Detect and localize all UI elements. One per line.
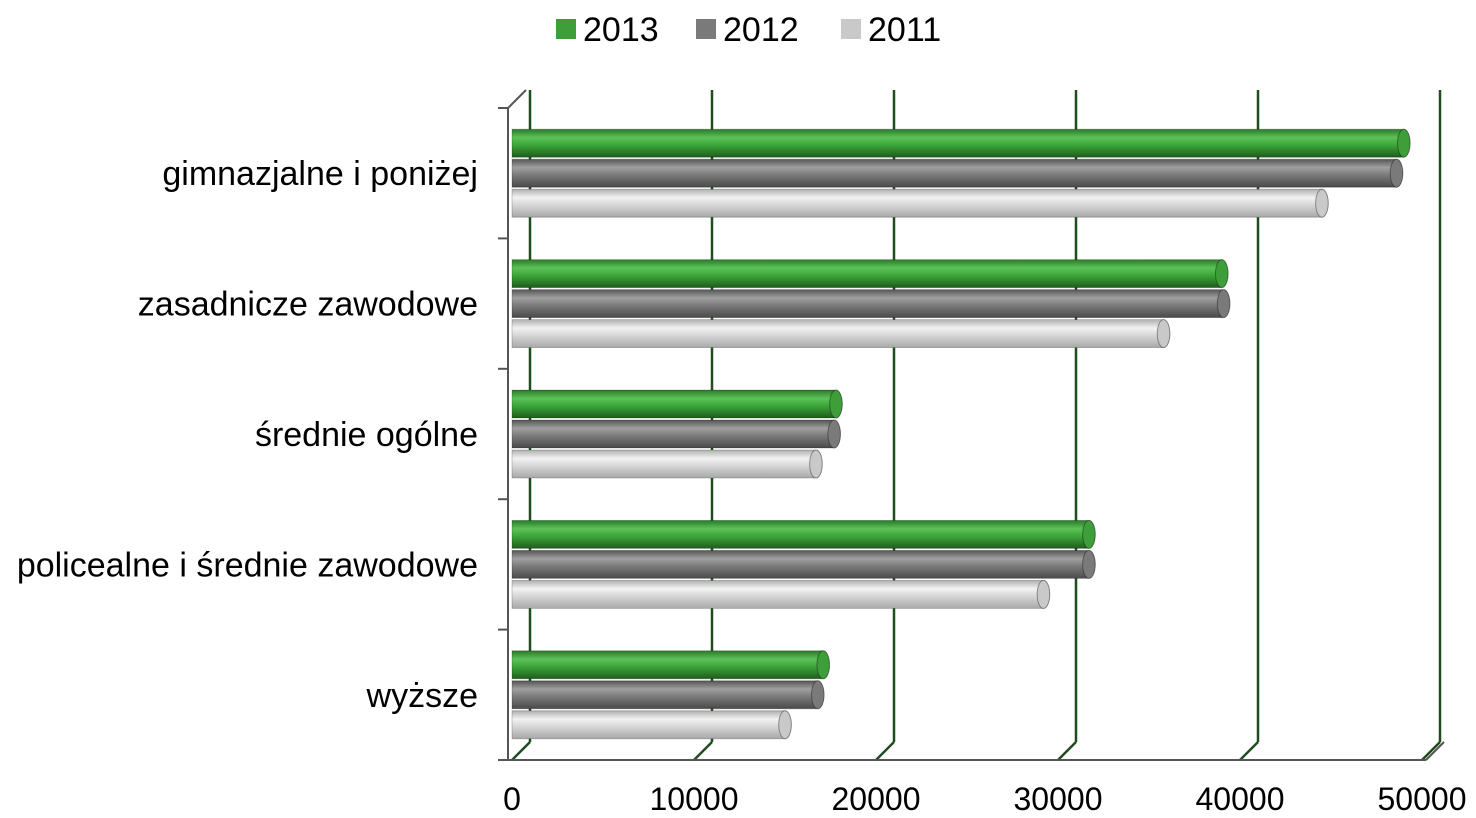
floor-line-40000 [1239,741,1259,761]
floor-line-0 [511,741,531,761]
category-label-srednie-ogolne: średnie ogólne [255,416,478,454]
bar-policealne-i-srednie-zawodowe-2012 [511,549,1096,579]
category-label-policealne-i-srednie-zawodowe: policealne i średnie zawodowe [17,546,478,584]
x-tick-labels: 0 10000 20000 30000 40000 50000 [503,781,1466,817]
bar-zasadnicze-zawodowe-2013 [511,259,1229,289]
bar-gimnazjalne-i-ponizej-2012 [511,158,1404,188]
category-labels: gimnazjalne i poniżej zasadnicze zawodowe… [17,155,478,715]
bar-gimnazjalne-i-ponizej-2011 [511,188,1329,218]
bar-gimnazjalne-i-ponizej-2013 [511,128,1411,158]
bar-zasadnicze-zawodowe-2012 [511,289,1231,319]
bar-wyzsze-2011 [511,710,792,740]
x-tick-label-0: 0 [503,781,521,817]
x-tick-label-10000: 10000 [650,781,739,817]
x-tick-label-20000: 20000 [832,781,921,817]
legend-swatch-2011 [841,19,861,39]
legend-label-2012: 2012 [723,11,799,49]
floor-line-20000 [875,741,895,761]
legend-swatch-2012 [696,19,716,39]
x-tick-label-40000: 40000 [1196,781,1285,817]
floor-line-50000 [1421,741,1441,761]
floor-line-30000 [1057,741,1077,761]
bars [511,128,1411,740]
floor-line-10000 [693,741,713,761]
bar-wyzsze-2013 [511,650,831,680]
legend-item-2012: 2012 [696,11,799,49]
bar-srednie-ogolne-2012 [511,419,841,449]
bar-wyzsze-2012 [511,680,825,710]
legend-item-2011: 2011 [841,11,941,49]
bar-zasadnicze-zawodowe-2011 [511,319,1171,349]
bar-srednie-ogolne-2011 [511,449,823,479]
x-axis-depth [1425,741,1445,761]
x-tick-label-30000: 30000 [1014,781,1103,817]
legend: 2013 2012 2011 [556,11,941,49]
category-label-zasadnicze-zawodowe: zasadnicze zawodowe [138,286,478,324]
category-label-gimnazjalne-i-ponizej: gimnazjalne i poniżej [162,155,478,193]
bar-policealne-i-srednie-zawodowe-2011 [511,579,1051,609]
legend-item-2013: 2013 [556,11,659,49]
y-axis-depth [507,89,527,109]
x-tick-label-50000: 50000 [1378,781,1467,817]
legend-label-2011: 2011 [868,11,941,49]
bar-policealne-i-srednie-zawodowe-2013 [511,519,1096,549]
axes [498,89,1445,761]
bar-srednie-ogolne-2013 [511,389,843,419]
legend-swatch-2013 [556,19,576,39]
category-label-wyzsze: wyższe [366,677,478,715]
legend-label-2013: 2013 [583,11,659,49]
